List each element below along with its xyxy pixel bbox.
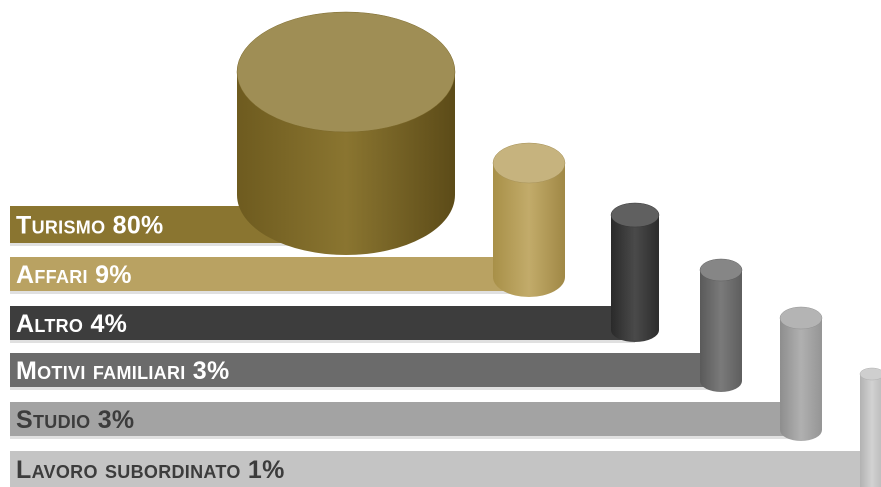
cylinder-top-altro bbox=[610, 202, 660, 228]
label-affari: Affari 9% bbox=[16, 261, 132, 289]
bar-shadow-motivi-familiari bbox=[10, 387, 721, 390]
bar-shadow-affari bbox=[10, 291, 529, 294]
cylinder-lavoro-subordinato bbox=[860, 374, 881, 487]
label-motivi-familiari: Motivi familiari 3% bbox=[16, 357, 230, 385]
label-altro: Altro 4% bbox=[16, 310, 127, 338]
cylinder-affari bbox=[493, 163, 565, 297]
bar-studio bbox=[10, 402, 801, 436]
bar-shadow-studio bbox=[10, 436, 801, 439]
cylinder-top-motivi-familiari bbox=[699, 258, 743, 282]
cylinder-top-turismo bbox=[236, 11, 456, 133]
label-lavoro-subordinato: Lavoro subordinato 1% bbox=[16, 456, 285, 484]
bar-affari bbox=[10, 257, 529, 291]
label-studio: Studio 3% bbox=[16, 406, 134, 434]
cylinder-motivi-familiari bbox=[700, 270, 742, 392]
cylinder-altro bbox=[611, 215, 659, 342]
bar-shadow-turismo bbox=[10, 243, 346, 246]
bar-shadow-altro bbox=[10, 340, 635, 343]
cylinder-top-studio bbox=[779, 306, 823, 330]
bar-lavoro-subordinato bbox=[10, 451, 872, 487]
label-turismo: Turismo 80% bbox=[16, 212, 164, 240]
cylinder-top-lavoro-subordinato bbox=[859, 367, 881, 381]
cylinder-top-affari bbox=[492, 142, 566, 184]
cylinder-studio bbox=[780, 318, 822, 441]
bar-motivi-familiari bbox=[10, 353, 721, 387]
bar-altro bbox=[10, 306, 635, 340]
